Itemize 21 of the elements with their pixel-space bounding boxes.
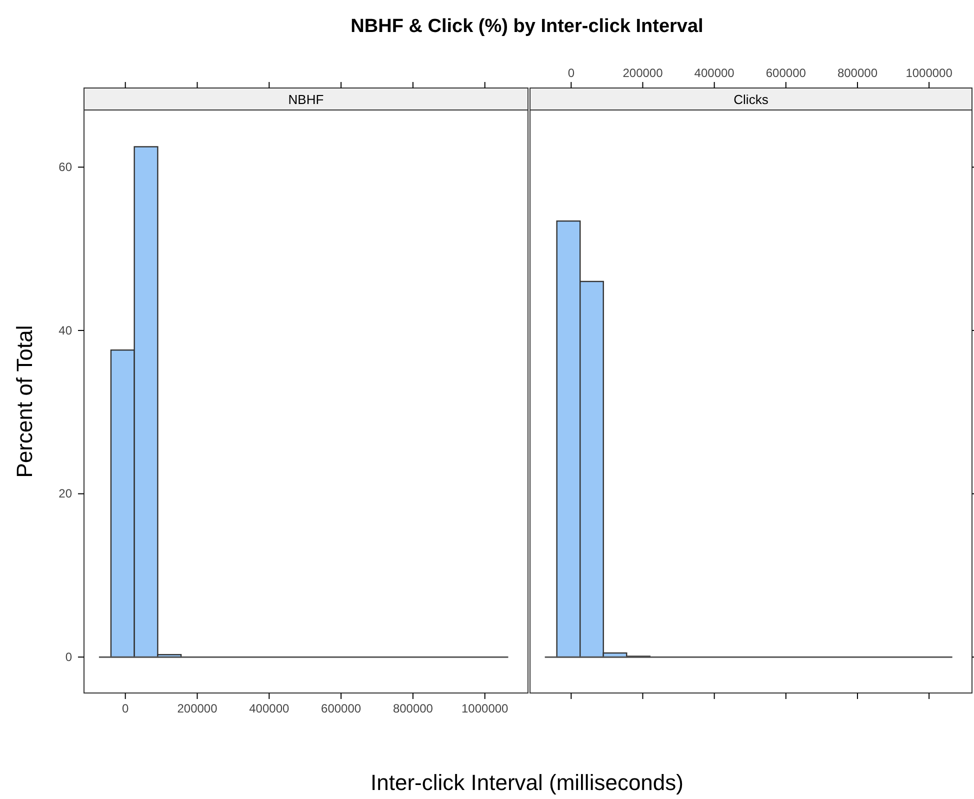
x-tick-label: 800000 [392,702,434,716]
y-tick-label: 20 [58,486,72,501]
x-tick-label: 0 [568,66,575,80]
chart-subtitle: Clicks [734,92,769,107]
y-tick-label: 40 [58,323,72,338]
x-tick-label: 200000 [177,702,218,716]
x-tick-label: 1000000 [906,66,953,80]
chart-subtitle: NBHF [288,92,324,107]
x-tick-label: 1000000 [462,702,509,716]
x-tick-label: 400000 [694,66,735,80]
x-tick-label: 0 [122,702,129,716]
x-tick-label: 600000 [321,702,362,716]
x-tick-label: 800000 [837,66,878,80]
x-tick-label: 200000 [622,66,664,80]
x-tick-label: 400000 [249,702,290,716]
y-tick-label: 0 [65,650,72,664]
y-axis-title: Percent of Total [12,325,37,478]
x-axis-title: Inter-click Interval (milliseconds) [370,770,684,795]
x-tick-label: 600000 [766,66,806,80]
y-tick-label: 60 [58,160,72,174]
chart-title: NBHF & Click (%) by Inter-click Interval [350,16,704,37]
